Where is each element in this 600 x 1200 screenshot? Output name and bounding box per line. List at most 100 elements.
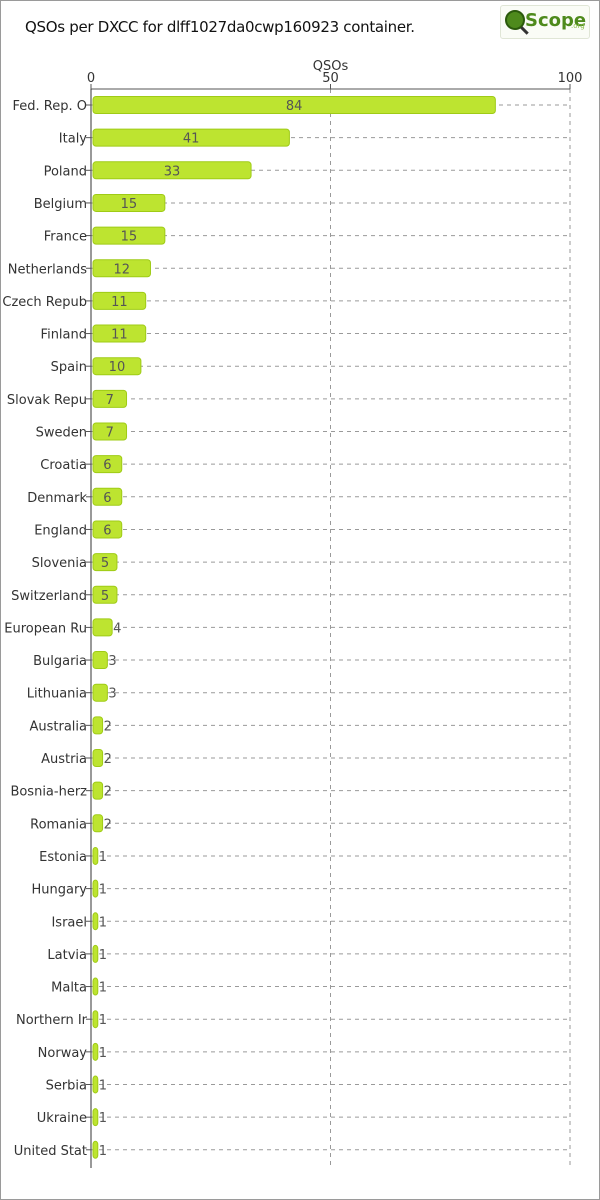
bar-value-label: 6 [103,523,111,538]
category-label: Malta [51,981,87,996]
bar[interactable] [92,781,104,800]
bar[interactable] [92,749,104,767]
bar[interactable] [92,912,99,931]
bar-value-label: 1 [99,883,107,898]
bar[interactable] [92,1108,99,1127]
qscope-logo[interactable]: Scope .org [500,5,590,39]
bar[interactable] [92,977,99,996]
bar[interactable] [92,944,99,963]
category-label: Switzerland [11,589,87,604]
bar[interactable] [92,618,113,637]
bar-value-label: 1 [99,850,107,865]
bar-value-label: 15 [121,230,138,245]
category-label: Northern Ir [16,1013,88,1028]
bar-value-label: 11 [111,295,128,310]
x-tick-label: 0 [87,71,95,86]
bar[interactable] [92,96,496,114]
bar-value-label: 1 [99,1079,107,1094]
bar-value-label: 15 [121,197,138,212]
bar-value-label: 4 [113,621,121,636]
bar[interactable] [92,585,118,604]
category-label: Hungary [31,883,87,898]
bar[interactable] [92,1042,99,1061]
bar[interactable] [92,846,99,865]
category-label: England [34,523,87,538]
category-label: Italy [59,132,88,147]
bar[interactable] [92,128,290,147]
category-labels: Fed. Rep. O Italy Poland Belgium France Nethe… [2,99,87,1159]
bar-value-label: 7 [106,393,114,408]
bar-value-label: 6 [103,458,111,473]
category-label: Australia [29,719,87,734]
x-tick-label: 100 [558,71,583,86]
bar[interactable] [92,487,123,506]
bar-value-label: 33 [164,164,181,179]
bar[interactable] [92,520,123,539]
category-label: Finland [41,328,87,343]
bar[interactable] [92,455,123,474]
category-label: Spain [51,360,87,375]
category-label: Czech Repub [2,295,87,310]
bar[interactable] [92,683,108,702]
x-tick-label: 50 [322,71,339,86]
bar-value-label: 1 [99,915,107,930]
bar[interactable] [92,651,108,670]
bar[interactable] [92,422,128,441]
bar[interactable] [92,291,147,310]
category-label: Belgium [34,197,87,212]
category-label: Norway [38,1046,88,1061]
category-label: Sweden [36,426,87,441]
bar[interactable] [92,324,147,343]
bar-value-label: 2 [104,752,112,767]
bar[interactable] [92,1010,99,1029]
bar[interactable] [92,193,166,212]
category-label: Croatia [40,458,87,473]
category-label: Romania [30,817,87,832]
logo-text: Scope [525,10,587,31]
bar[interactable] [92,716,104,735]
bar-value-label: 5 [101,556,109,571]
category-label: Ukraine [37,1111,87,1126]
category-label: Fed. Rep. O [13,99,87,114]
category-label: Bosnia-herz [10,785,87,800]
bar[interactable] [92,161,252,180]
bar[interactable] [92,1140,99,1159]
chart-title: QSOs per DXCC for dlff1027da0cwp160923 c… [25,18,415,36]
grid-lines [91,89,571,1168]
x-axis-label: QSOs [313,59,349,74]
axes: 0 50 100 QSOs [86,59,582,1168]
category-label: Serbia [46,1079,87,1094]
bar-value-label: 3 [108,654,116,669]
bar[interactable] [92,389,128,408]
bar-value-label: 11 [111,328,128,343]
bars: 8441331515121111107766655433222211111111… [92,96,496,1159]
bar-value-label: 1 [99,1013,107,1028]
bar-value-label: 1 [99,981,107,996]
bar-value-label: 10 [109,360,126,375]
bar-value-label: 2 [104,817,112,832]
magnifier-icon [505,10,525,30]
bar[interactable] [92,259,151,278]
category-label: Israel [51,915,87,930]
bar-value-label: 1 [99,1144,107,1159]
bar[interactable] [92,357,142,376]
bar-value-label: 41 [183,132,200,147]
category-label: Slovak Repu [7,393,87,408]
logo-suffix: .org [571,22,585,30]
category-label: Bulgaria [33,654,87,669]
bar[interactable] [92,879,99,898]
bar-value-label: 7 [106,426,114,441]
category-label: Austria [41,752,87,767]
bar-value-label: 12 [113,262,130,277]
bar[interactable] [92,553,118,572]
bar-value-label: 3 [108,687,116,702]
bar-value-label: 2 [104,785,112,800]
bar-value-label: 1 [99,1046,107,1061]
bar-value-label: 5 [101,589,109,604]
category-label: Lithuania [27,687,87,702]
category-label: Denmark [27,491,87,506]
bar[interactable] [92,226,166,245]
bar[interactable] [92,1075,99,1094]
bar-value-label: 1 [99,1111,107,1126]
bar[interactable] [92,814,104,833]
